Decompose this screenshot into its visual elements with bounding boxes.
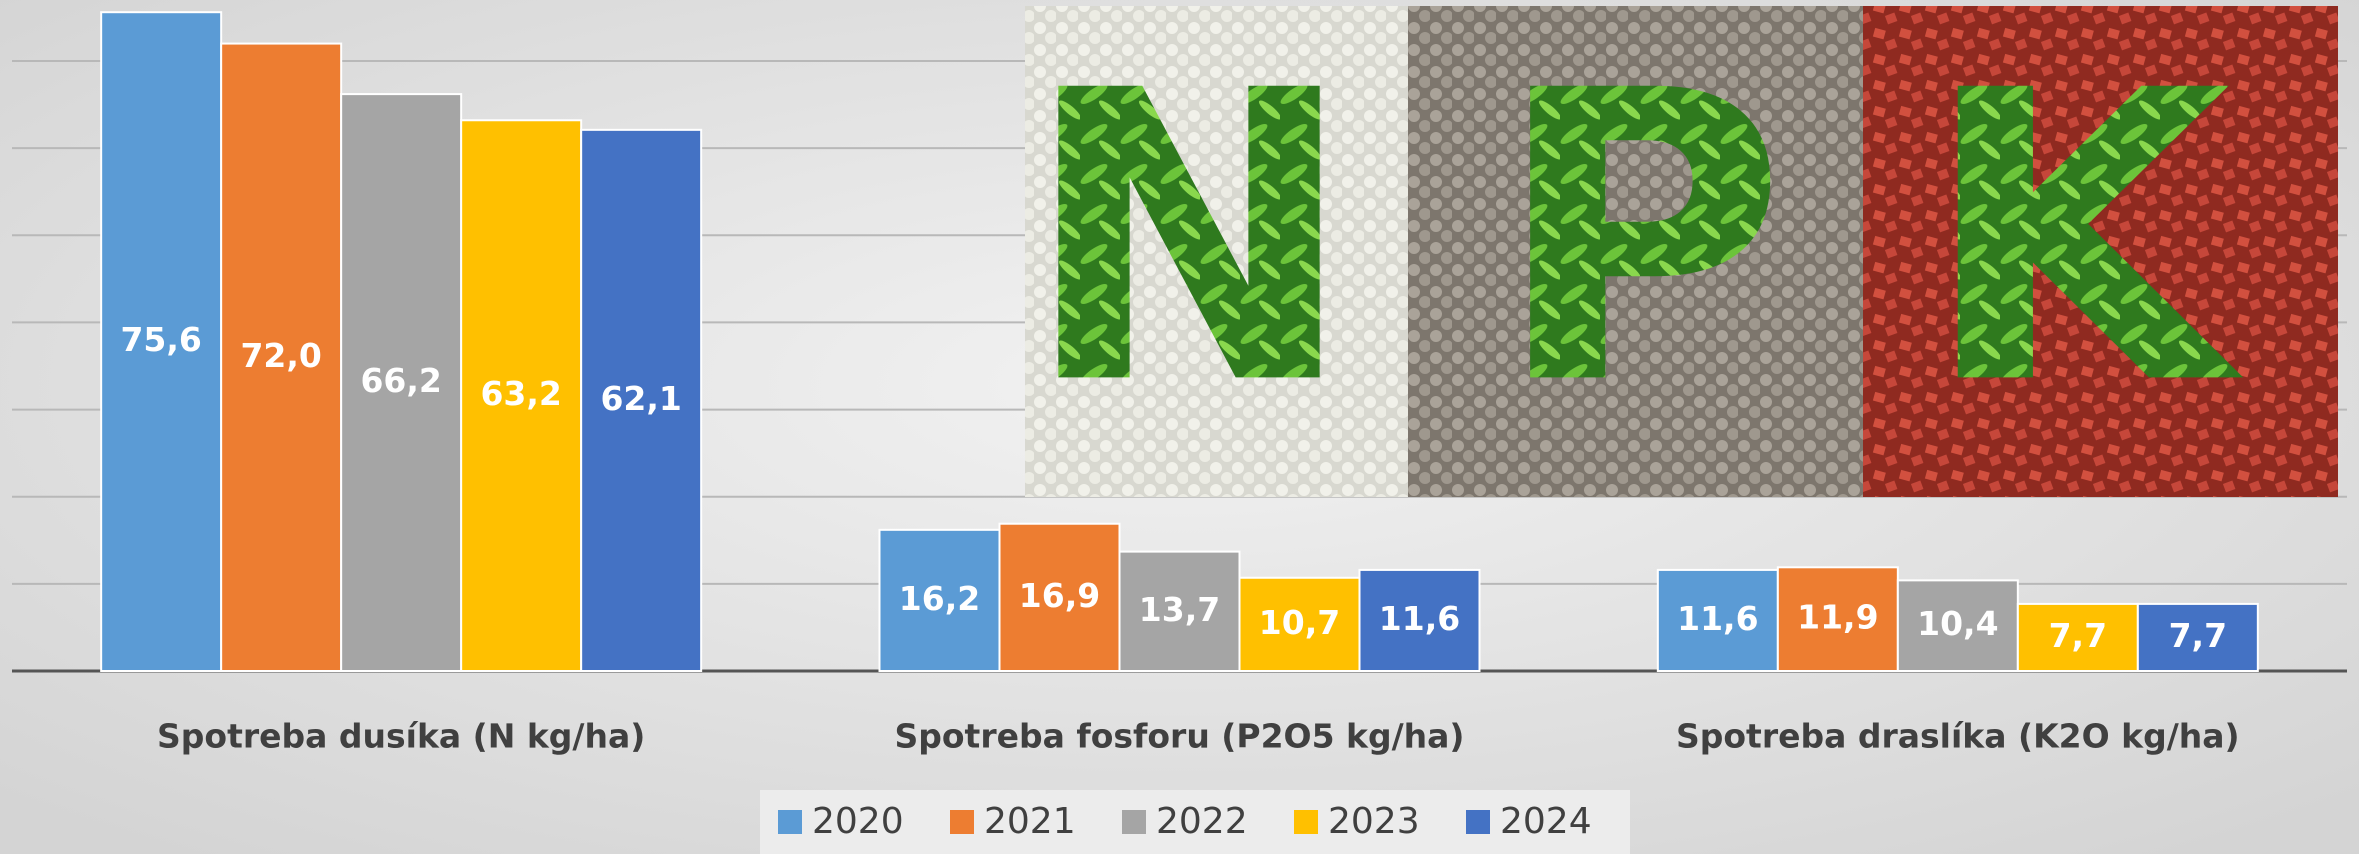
x-tick-label: Spotreba dusíka (N kg/ha) [157,717,645,756]
value-label: 72,0 [240,336,321,375]
legend-swatch [1122,810,1146,834]
bar [460,119,583,672]
image-part [1408,6,1863,497]
image-letter: P [1493,7,1786,472]
bar [1896,579,2019,672]
bar [1656,568,1779,673]
image-part [1025,6,1408,497]
value-label: 13,7 [1139,590,1220,629]
value-label: 10,4 [1917,604,1998,643]
bar [580,128,703,673]
legend-swatch [1466,810,1490,834]
bars: Spotreba dusíka (N kg/ha) 75,6 72,0 66,2 63,… [100,11,2259,756]
image-letter: K [1921,7,2246,472]
value-label: 16,9 [1019,576,1100,615]
value-label: 62,1 [600,379,681,418]
value-label: 11,6 [1677,599,1758,638]
value-label: 16,2 [899,579,980,618]
legend-label: 2021 [984,801,1076,842]
value-label: 10,7 [1259,603,1340,642]
bar [1118,550,1241,672]
x-tick-label: Spotreba draslíka (K2O kg/ha) [1676,717,2240,756]
value-label: 7,7 [2049,616,2107,655]
legend-swatch [778,810,802,834]
legend-label: 2020 [812,801,904,842]
bar [1238,576,1361,672]
value-label: 11,9 [1797,598,1878,637]
legend-label: 2024 [1500,801,1592,842]
bar [998,522,1121,672]
legend-swatch [1294,810,1318,834]
image-part [1863,6,2338,497]
bar [2016,602,2139,673]
bar [1358,568,1481,673]
image-letter: N [1022,7,1357,472]
bar [878,528,1001,672]
value-label: 7,7 [2169,616,2227,655]
x-tick-label: Spotreba fosforu (P2O5 kg/ha) [894,717,1464,756]
bar [2136,602,2259,673]
bar [1776,566,1899,672]
value-label: 63,2 [480,374,561,413]
value-label: 66,2 [360,361,441,400]
bar [340,93,463,673]
bar [220,42,343,673]
value-label: 11,6 [1379,599,1460,638]
legend: 2020 2021 2022 2023 2024 [778,801,1592,842]
legend-label: 2023 [1328,801,1420,842]
legend-label: 2022 [1156,801,1248,842]
legend-swatch [950,810,974,834]
value-label: 75,6 [120,320,201,359]
